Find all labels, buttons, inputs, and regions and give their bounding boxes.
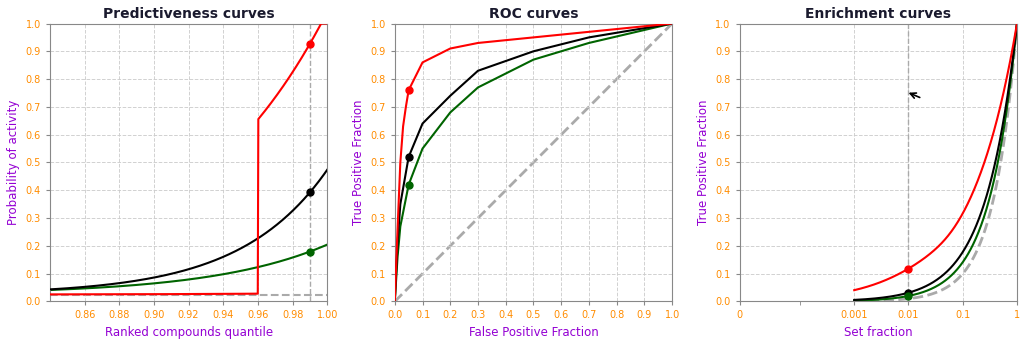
Y-axis label: True Positive Fraction: True Positive Fraction [696,100,710,225]
Y-axis label: Probability of activity: Probability of activity [7,100,20,225]
Title: Enrichment curves: Enrichment curves [805,7,951,21]
X-axis label: False Positive Fraction: False Positive Fraction [468,326,599,339]
Title: ROC curves: ROC curves [489,7,578,21]
Title: Predictiveness curves: Predictiveness curves [103,7,274,21]
Y-axis label: True Positive Fraction: True Positive Fraction [352,100,365,225]
X-axis label: Set fraction: Set fraction [844,326,913,339]
X-axis label: Ranked compounds quantile: Ranked compounds quantile [105,326,272,339]
